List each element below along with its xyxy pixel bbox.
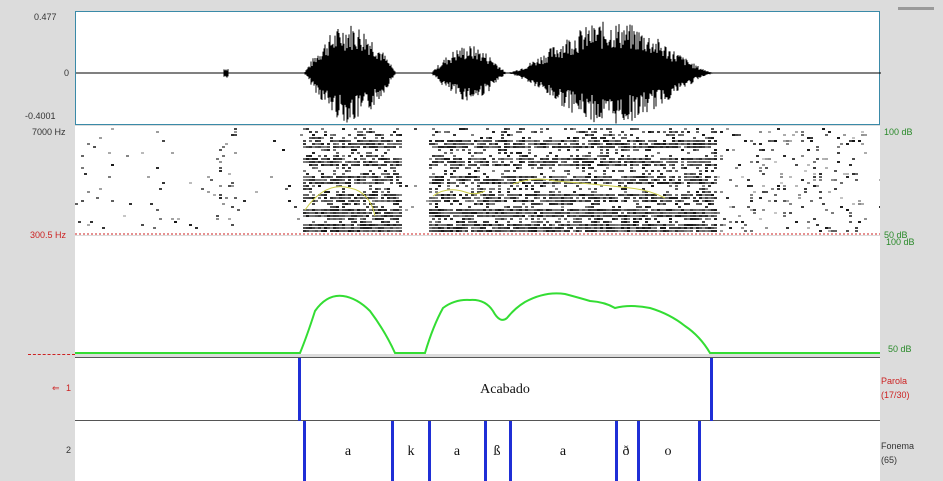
tier2-boundary[interactable] <box>391 421 394 481</box>
tier2-segment[interactable]: o <box>664 444 672 459</box>
tier1-arrow-icon[interactable]: ⇐ <box>52 383 60 393</box>
tier2-segment[interactable]: ß <box>493 444 501 459</box>
tier2-boundary[interactable] <box>509 421 512 481</box>
tier2-segment[interactable]: ð <box>622 444 630 459</box>
tier2-segment[interactable]: k <box>407 444 415 459</box>
waveform-min-label: -0.4001 <box>25 111 56 121</box>
intensity-baseline-marker <box>28 354 75 355</box>
tier2-boundary[interactable] <box>484 421 487 481</box>
tier-fonema[interactable]: a k a ß a ð o <box>75 421 880 481</box>
intensity-panel[interactable] <box>75 236 880 354</box>
spectrogram-plot <box>75 128 880 235</box>
tier2-boundary[interactable] <box>615 421 618 481</box>
tier2-count: (65) <box>881 455 898 465</box>
spectro-bottom-freq-label: 300.5 Hz <box>30 230 67 240</box>
waveform-plot <box>76 21 881 124</box>
spectro-db-bottom-label: 50 dB <box>884 230 908 240</box>
spectro-db-top-label: 100 dB <box>884 127 913 137</box>
tier2-number[interactable]: 2 <box>66 445 72 455</box>
tier2-boundary[interactable] <box>428 421 431 481</box>
tier2-segment[interactable]: a <box>453 444 461 459</box>
tier-parola[interactable]: Acabado <box>75 357 880 422</box>
intensity-db-top-label: 100 dB <box>886 237 915 247</box>
intensity-plot <box>75 292 880 354</box>
tier1-boundary-left[interactable] <box>298 358 301 422</box>
spectrogram-panel[interactable] <box>75 126 880 235</box>
tier1-boundary-right[interactable] <box>710 358 713 422</box>
tier2-boundary[interactable] <box>303 421 306 481</box>
tier2-segment[interactable]: a <box>344 444 352 459</box>
tier1-number[interactable]: 1 <box>66 383 72 393</box>
tier2-boundary[interactable] <box>637 421 640 481</box>
waveform-zero-label: 0 <box>64 68 70 78</box>
waveform-max-label: 0.477 <box>34 12 57 22</box>
waveform-panel[interactable] <box>75 11 881 125</box>
tier2-boundary[interactable] <box>698 421 701 481</box>
scrollbar-thumb[interactable] <box>898 7 934 10</box>
tier2-name[interactable]: Fonema <box>881 441 915 451</box>
tier1-count: (17/30) <box>881 390 910 400</box>
tier1-word-interval[interactable]: Acabado <box>480 382 530 397</box>
tier1-name[interactable]: Parola <box>881 376 908 386</box>
intensity-db-bottom-label: 50 dB <box>888 344 912 354</box>
tier2-segment[interactable]: a <box>559 444 567 459</box>
spectro-top-freq-label: 7000 Hz <box>32 127 66 137</box>
